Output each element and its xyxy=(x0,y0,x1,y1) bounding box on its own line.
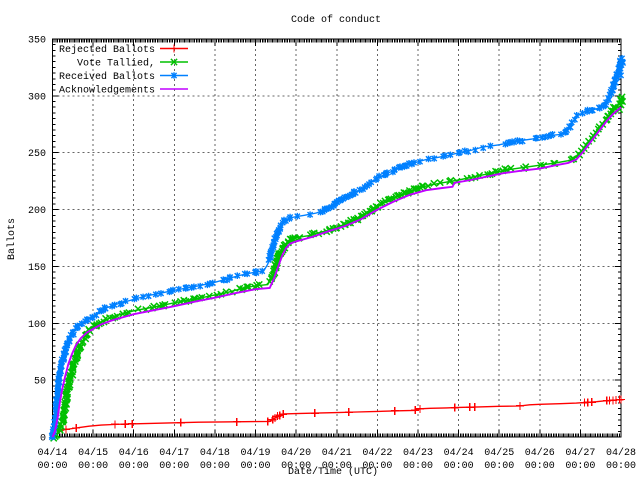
svg-text:04/27: 04/27 xyxy=(565,447,595,459)
svg-text:Date/Time (UTC): Date/Time (UTC) xyxy=(288,466,378,478)
svg-text:150: 150 xyxy=(28,263,46,274)
svg-text:00:00: 00:00 xyxy=(159,461,189,472)
svg-text:300: 300 xyxy=(28,92,46,103)
svg-text:04/23: 04/23 xyxy=(403,447,433,459)
svg-text:Ballots: Ballots xyxy=(6,218,18,260)
svg-text:00:00: 00:00 xyxy=(322,461,352,472)
svg-text:200: 200 xyxy=(28,206,46,217)
svg-text:04/17: 04/17 xyxy=(159,447,189,459)
svg-text:00:00: 00:00 xyxy=(484,461,514,472)
svg-text:04/24: 04/24 xyxy=(444,447,474,459)
svg-text:50: 50 xyxy=(34,377,46,388)
svg-text:0: 0 xyxy=(40,434,46,445)
svg-text:Received Ballots: Received Ballots xyxy=(59,71,155,83)
svg-text:00:00: 00:00 xyxy=(200,461,230,472)
svg-text:00:00: 00:00 xyxy=(37,461,67,472)
svg-text:100: 100 xyxy=(28,320,46,331)
svg-text:00:00: 00:00 xyxy=(362,461,392,472)
svg-text:00:00: 00:00 xyxy=(606,461,636,472)
svg-text:04/20: 04/20 xyxy=(281,447,311,459)
svg-text:04/16: 04/16 xyxy=(119,447,149,459)
svg-text:00:00: 00:00 xyxy=(565,461,595,472)
svg-text:250: 250 xyxy=(28,149,46,160)
svg-text:00:00: 00:00 xyxy=(78,461,108,472)
svg-text:04/21: 04/21 xyxy=(322,447,352,459)
svg-text:00:00: 00:00 xyxy=(444,461,474,472)
svg-text:Code of conduct: Code of conduct xyxy=(291,14,381,26)
svg-text:04/18: 04/18 xyxy=(200,447,230,459)
svg-text:04/14: 04/14 xyxy=(37,447,67,459)
svg-text:04/28: 04/28 xyxy=(606,447,636,459)
svg-text:04/19: 04/19 xyxy=(240,447,270,459)
svg-text:00:00: 00:00 xyxy=(240,461,270,472)
svg-text:00:00: 00:00 xyxy=(403,461,433,472)
svg-text:00:00: 00:00 xyxy=(525,461,555,472)
svg-text:350: 350 xyxy=(28,36,46,47)
svg-text:04/22: 04/22 xyxy=(362,447,392,459)
svg-text:00:00: 00:00 xyxy=(119,461,149,472)
svg-text:Rejected Ballots: Rejected Ballots xyxy=(59,44,155,56)
svg-text:04/26: 04/26 xyxy=(525,447,555,459)
svg-text:04/25: 04/25 xyxy=(484,447,514,459)
svg-text:Acknowledgements: Acknowledgements xyxy=(59,85,155,97)
svg-text:04/15: 04/15 xyxy=(78,447,108,459)
svg-text:00:00: 00:00 xyxy=(281,461,311,472)
svg-text:Vote Tallied,: Vote Tallied, xyxy=(77,58,155,70)
